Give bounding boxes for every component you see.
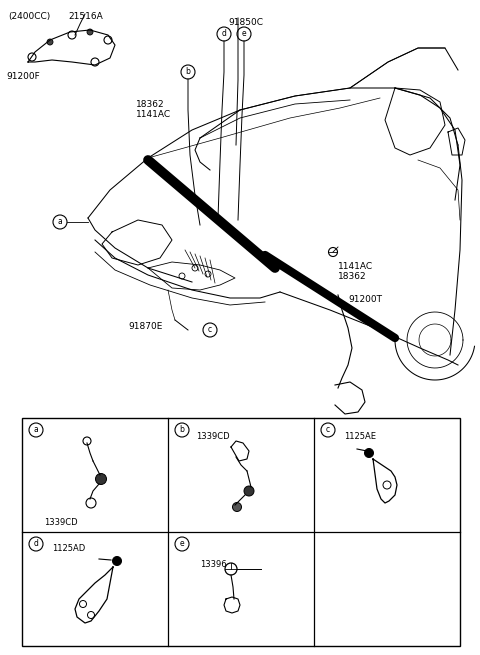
Text: 1141AC: 1141AC <box>338 262 373 271</box>
Text: a: a <box>58 217 62 227</box>
Text: 1125AD: 1125AD <box>52 544 85 553</box>
Text: 1339CD: 1339CD <box>196 432 229 441</box>
Text: b: b <box>180 426 184 434</box>
Text: e: e <box>180 540 184 548</box>
Text: 1141AC: 1141AC <box>136 110 171 119</box>
Text: e: e <box>242 29 246 39</box>
Text: d: d <box>222 29 227 39</box>
Text: a: a <box>34 426 38 434</box>
Circle shape <box>364 449 373 457</box>
Text: 18362: 18362 <box>136 100 165 109</box>
Text: 13396: 13396 <box>200 560 227 569</box>
Circle shape <box>47 39 53 45</box>
Text: 21516A: 21516A <box>68 12 103 21</box>
Circle shape <box>244 486 254 496</box>
Text: c: c <box>326 426 330 434</box>
Circle shape <box>112 557 121 565</box>
Text: (2400CC): (2400CC) <box>8 12 50 21</box>
Text: 91850C: 91850C <box>228 18 263 27</box>
Text: 91200F: 91200F <box>6 72 40 81</box>
Text: 1339CD: 1339CD <box>44 518 78 527</box>
Circle shape <box>232 502 241 512</box>
Text: 1125AE: 1125AE <box>344 432 376 441</box>
Text: 91200T: 91200T <box>348 295 382 304</box>
Circle shape <box>96 474 107 485</box>
Text: c: c <box>208 326 212 335</box>
Text: d: d <box>34 540 38 548</box>
Bar <box>22 418 460 646</box>
Text: 91870E: 91870E <box>128 322 162 331</box>
Circle shape <box>87 29 93 35</box>
Text: 18362: 18362 <box>338 272 367 281</box>
Text: b: b <box>186 67 191 77</box>
